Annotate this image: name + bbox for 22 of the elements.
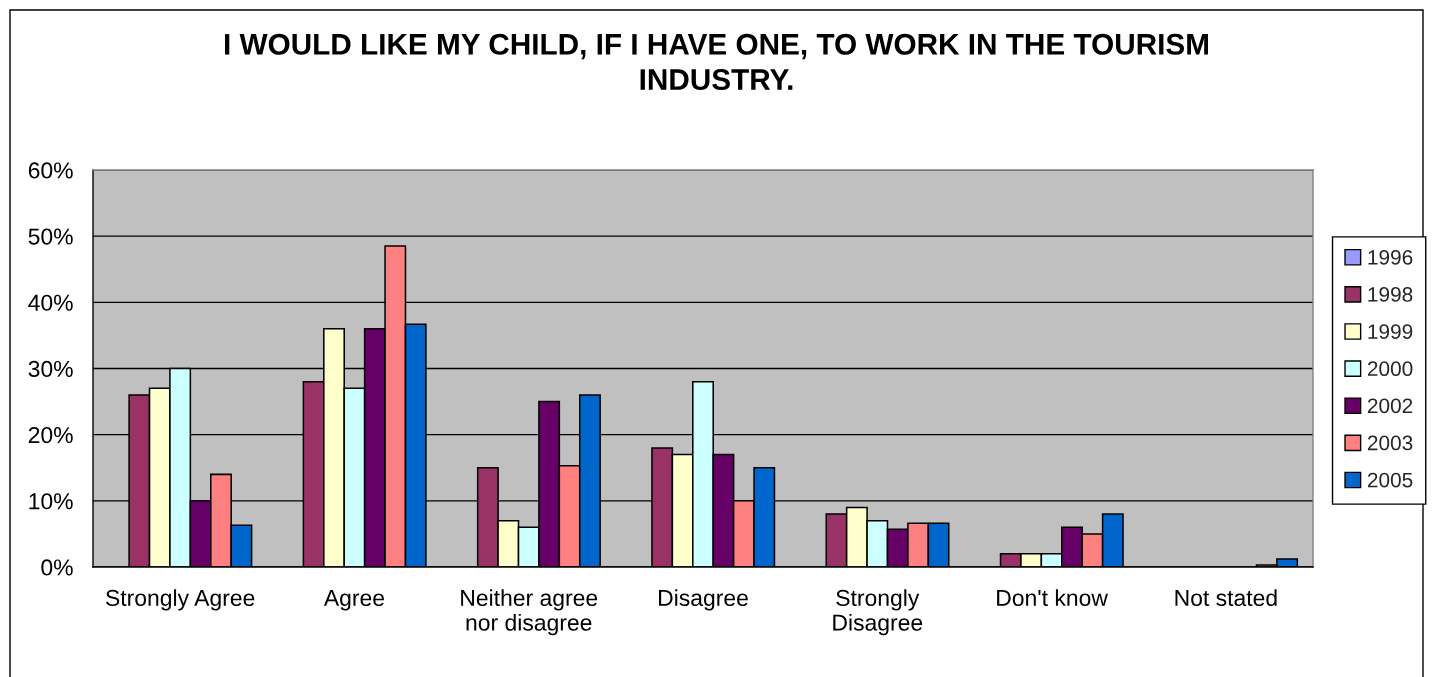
x-tick-label: Strongly Agree xyxy=(106,589,255,611)
x-tick-label: Don't know xyxy=(997,589,1108,607)
y-tick-label: 30% xyxy=(28,360,73,378)
y-tick-label: 10% xyxy=(29,493,73,510)
x-tick-label: Agree xyxy=(323,590,384,611)
x-tick-label: Neither agree nor disagree xyxy=(461,589,598,636)
y-tick-label: 20% xyxy=(28,426,73,444)
y-tick-label: 50% xyxy=(28,228,73,245)
y-tick-label: 0% xyxy=(41,559,73,576)
legend-label: 2005 xyxy=(1367,472,1413,488)
legend-label: 1996 xyxy=(1368,249,1413,265)
legend-label: 2003 xyxy=(1367,435,1413,451)
y-tick-label: 40% xyxy=(28,294,73,311)
legend-label: 1999 xyxy=(1368,324,1413,339)
x-tick-label: Disagree xyxy=(659,589,748,611)
x-tick-label: Strongly Disagree xyxy=(833,589,923,636)
chart-title: I WOULD LIKE MY CHILD, IF I HAVE ONE, TO WORK IN THE TOURISM INDUSTRY. xyxy=(225,33,1208,91)
legend-label: 2002 xyxy=(1367,398,1413,414)
x-tick-label: Not stated xyxy=(1175,589,1277,607)
legend-label: 2000 xyxy=(1367,361,1413,377)
legend-label: 1998 xyxy=(1368,287,1413,302)
y-tick-label: 60% xyxy=(28,162,73,179)
